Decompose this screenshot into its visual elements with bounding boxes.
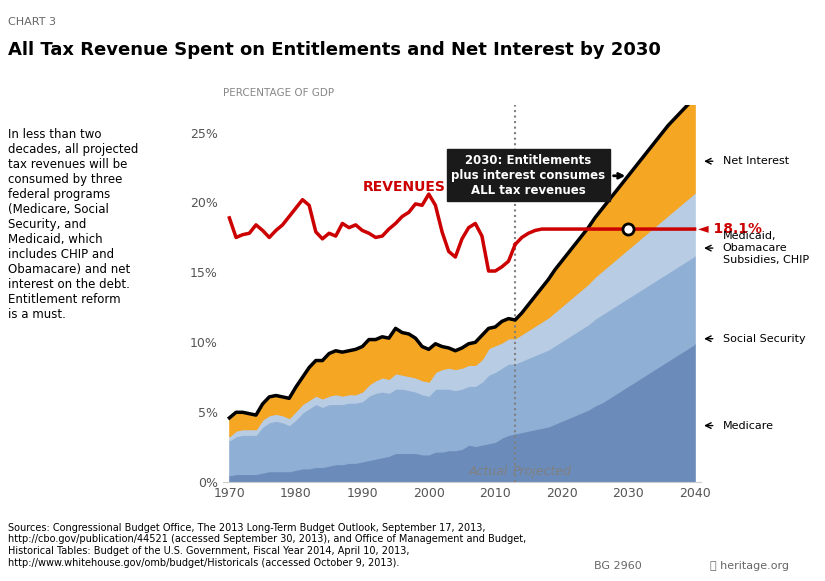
Text: All Tax Revenue Spent on Entitlements and Net Interest by 2030: All Tax Revenue Spent on Entitlements an…	[8, 41, 661, 59]
Text: CHART 3: CHART 3	[8, 17, 56, 27]
Text: BG 2960: BG 2960	[594, 561, 642, 571]
Text: 🏛 heritage.org: 🏛 heritage.org	[710, 561, 789, 571]
Text: 2030: Entitlements
plus interest consumes
ALL tax revenues: 2030: Entitlements plus interest consume…	[451, 153, 622, 196]
Text: Medicaid,
Obamacare
Subsidies, CHIP: Medicaid, Obamacare Subsidies, CHIP	[723, 231, 808, 265]
Text: Sources: Congressional Budget Office, The 2013 Long-Term Budget Outlook, Septemb: Sources: Congressional Budget Office, Th…	[8, 523, 526, 568]
Text: PERCENTAGE OF GDP: PERCENTAGE OF GDP	[223, 88, 334, 98]
Text: Medicare: Medicare	[723, 421, 774, 431]
Text: Social Security: Social Security	[723, 333, 805, 344]
Text: ◄ 18.1%: ◄ 18.1%	[698, 222, 762, 236]
Text: Net Interest: Net Interest	[723, 156, 789, 166]
Text: REVENUES: REVENUES	[362, 180, 446, 194]
Text: Projected: Projected	[512, 465, 571, 478]
Text: In less than two
decades, all projected
tax revenues will be
consumed by three
f: In less than two decades, all projected …	[8, 128, 139, 321]
Text: Actual: Actual	[469, 465, 508, 478]
